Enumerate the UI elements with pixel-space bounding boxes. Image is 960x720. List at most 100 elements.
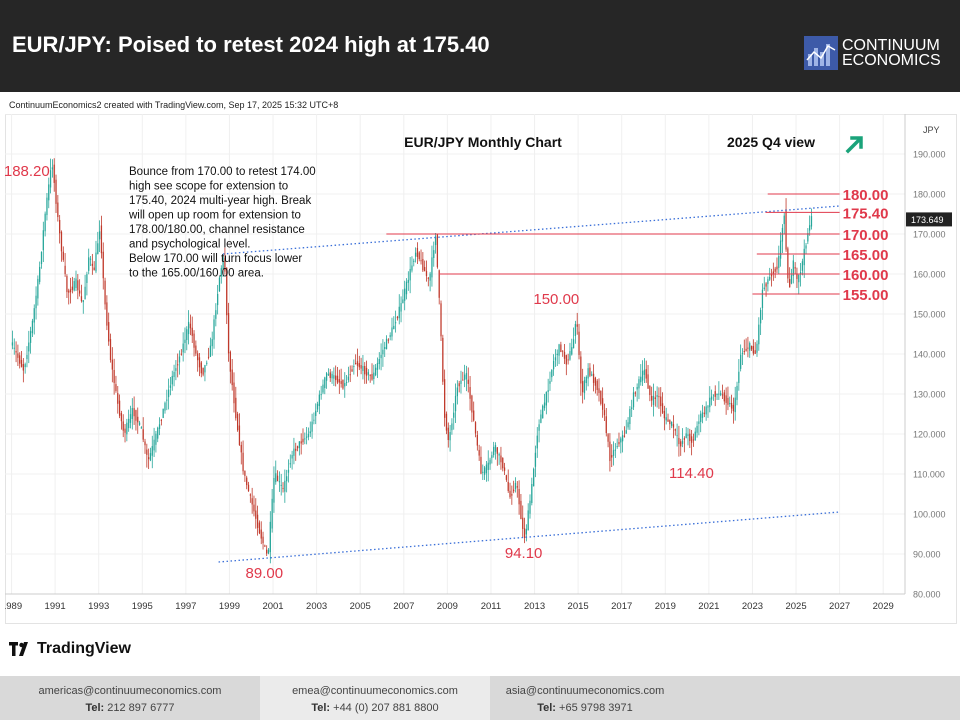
candle-body bbox=[491, 455, 493, 458]
candle-body bbox=[389, 335, 391, 337]
candle-body bbox=[576, 324, 578, 327]
candle-body bbox=[80, 296, 83, 302]
candle-body bbox=[620, 438, 622, 443]
candle-body bbox=[740, 354, 742, 369]
candle-body bbox=[607, 434, 609, 442]
candle-body bbox=[634, 392, 636, 394]
candle-body bbox=[66, 276, 68, 293]
x-tick-label: 2007 bbox=[393, 601, 414, 612]
candle-body bbox=[358, 363, 360, 368]
x-tick-label: 1989 bbox=[5, 601, 22, 612]
candle-body bbox=[776, 266, 778, 270]
candle-body bbox=[805, 245, 807, 249]
candle-body bbox=[118, 400, 121, 416]
candle-body bbox=[304, 438, 306, 440]
candle-body bbox=[598, 388, 600, 394]
candle-body bbox=[178, 356, 181, 363]
candle-body bbox=[217, 293, 219, 306]
candle-body bbox=[233, 382, 235, 404]
candle-body bbox=[672, 424, 675, 428]
candle-body bbox=[489, 459, 491, 465]
y-tick-label: 120.000 bbox=[913, 430, 946, 440]
candle-body bbox=[703, 412, 705, 414]
candle-body bbox=[779, 240, 782, 259]
candle-body bbox=[602, 398, 604, 410]
y-tick-label: 150.000 bbox=[913, 310, 946, 320]
x-tick-label: 2005 bbox=[350, 601, 371, 612]
candle-body bbox=[669, 420, 671, 425]
candle-body bbox=[729, 402, 731, 405]
candle-body bbox=[503, 467, 506, 471]
candle-body bbox=[509, 490, 511, 498]
candle-body bbox=[184, 339, 186, 344]
candle-body bbox=[229, 351, 231, 372]
candle-body bbox=[391, 327, 393, 337]
candle-body bbox=[605, 416, 607, 434]
candle-body bbox=[153, 439, 155, 451]
candle-body bbox=[171, 375, 173, 385]
candle-body bbox=[333, 375, 335, 379]
candle-body bbox=[730, 402, 733, 409]
candle-body bbox=[282, 487, 284, 489]
candle-body bbox=[476, 434, 478, 446]
candle-body bbox=[202, 367, 204, 375]
x-tick-label: 1995 bbox=[132, 601, 153, 612]
candle-body bbox=[262, 536, 264, 544]
candle-body bbox=[13, 347, 15, 349]
candle-body bbox=[618, 441, 620, 445]
candle-body bbox=[26, 354, 28, 360]
candle-body bbox=[351, 369, 353, 372]
candle-body bbox=[329, 372, 331, 379]
candle-body bbox=[487, 462, 489, 470]
candle-body bbox=[316, 403, 319, 410]
candle-body bbox=[195, 345, 197, 354]
candle-body bbox=[665, 417, 667, 421]
chart-background bbox=[5, 114, 957, 624]
candle-body bbox=[569, 351, 571, 360]
candle-body bbox=[763, 287, 765, 290]
candle-body bbox=[35, 295, 37, 309]
y-unit-label: JPY bbox=[923, 125, 940, 135]
candle-body bbox=[405, 281, 408, 295]
candle-body bbox=[198, 357, 201, 368]
candle-body bbox=[636, 386, 638, 390]
tradingview-icon bbox=[9, 642, 28, 656]
candle-body bbox=[39, 266, 41, 282]
candle-body bbox=[69, 289, 72, 293]
candle-body bbox=[645, 369, 647, 379]
candle-body bbox=[710, 396, 713, 400]
candle-body bbox=[227, 312, 230, 354]
candle-body bbox=[307, 433, 310, 438]
candle-body bbox=[616, 446, 618, 448]
candle-body bbox=[218, 277, 221, 292]
candle-body bbox=[325, 373, 328, 381]
up-arrow-icon bbox=[845, 136, 863, 154]
candle-body bbox=[278, 481, 281, 483]
candle-body bbox=[429, 273, 431, 281]
candle-body bbox=[140, 427, 143, 429]
candle-body bbox=[398, 306, 400, 319]
candle-body bbox=[49, 170, 52, 188]
price-label-114.40: 114.40 bbox=[669, 465, 714, 482]
candle-body bbox=[148, 457, 150, 460]
candle-body bbox=[572, 339, 575, 349]
candle-body bbox=[82, 300, 84, 303]
footer-email-emea[interactable]: emea@continuumeconomics.com bbox=[292, 685, 458, 697]
candle-body bbox=[182, 343, 184, 353]
candle-body bbox=[442, 337, 444, 382]
candle-body bbox=[513, 489, 515, 492]
candle-body bbox=[271, 498, 273, 529]
candle-body bbox=[681, 440, 684, 444]
candle-body bbox=[394, 322, 397, 324]
candle-body bbox=[545, 391, 547, 406]
candle-body bbox=[589, 367, 591, 376]
candle-body bbox=[231, 369, 233, 386]
footer-emea: emea@continuumeconomics.com Tel: +44 (0)… bbox=[260, 676, 490, 720]
footer-email-americas[interactable]: americas@continuumeconomics.com bbox=[38, 685, 222, 697]
candle-body bbox=[514, 482, 517, 490]
candle-body bbox=[113, 369, 115, 383]
candle-body bbox=[531, 484, 533, 503]
candle-body bbox=[527, 510, 529, 531]
footer-email-asia[interactable]: asia@continuumeconomics.com bbox=[505, 685, 665, 697]
candle-body bbox=[349, 374, 351, 376]
